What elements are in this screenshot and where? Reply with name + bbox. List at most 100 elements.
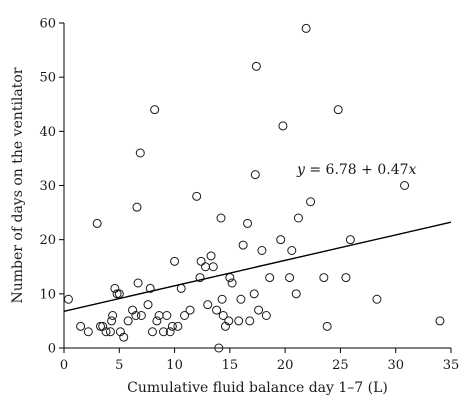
y-axis: 0 10 20 30 40 50 60	[39, 17, 65, 357]
data-point	[345, 235, 355, 245]
data-point	[143, 300, 153, 310]
y-tick-label: 10	[39, 287, 56, 302]
data-point	[293, 213, 303, 223]
x-tick-label: 30	[387, 358, 404, 373]
data-point	[333, 105, 343, 115]
data-point	[185, 305, 195, 315]
data-point	[105, 327, 115, 337]
data-point	[76, 321, 86, 331]
data-point	[208, 262, 218, 272]
data-point	[119, 332, 129, 342]
x-tick-label: 5	[115, 358, 123, 373]
data-point	[123, 316, 133, 326]
regression-line	[63, 221, 452, 312]
data-point	[203, 300, 213, 310]
data-point	[108, 311, 118, 320]
data-point	[159, 327, 169, 337]
data-point	[110, 283, 120, 293]
data-point	[63, 294, 73, 304]
data-point	[249, 289, 259, 299]
data-point	[170, 256, 180, 266]
data-point	[287, 246, 297, 255]
data-point	[341, 273, 351, 283]
data-point	[251, 61, 261, 71]
y-tick-label: 40	[39, 125, 56, 140]
x-axis: 0 5 10 15 20 25 30 35	[60, 347, 460, 373]
data-point	[250, 170, 260, 180]
data-point	[291, 289, 301, 299]
data-point	[225, 273, 235, 283]
data-point	[301, 23, 311, 33]
data-point	[201, 262, 211, 272]
data-point	[145, 283, 155, 293]
data-point	[245, 316, 255, 326]
data-point	[243, 218, 253, 228]
data-point	[167, 321, 177, 331]
data-point	[257, 246, 267, 255]
data-point	[133, 278, 143, 288]
y-tick-label: 30	[39, 179, 56, 194]
data-point	[261, 311, 271, 320]
data-points	[63, 23, 445, 353]
data-point	[276, 235, 286, 245]
data-point	[101, 327, 111, 337]
x-tick-label: 0	[60, 358, 68, 373]
data-point	[180, 311, 190, 320]
data-point	[131, 311, 141, 320]
data-point	[95, 321, 105, 331]
data-point	[173, 321, 183, 331]
data-point	[306, 197, 316, 207]
x-axis-title: Cumulative fluid balance day 1–7 (L)	[127, 380, 388, 396]
data-point	[285, 273, 295, 283]
regression-equation: y = 6.78 + 0.47x	[296, 162, 417, 178]
data-point	[214, 343, 224, 353]
data-point	[206, 251, 216, 261]
y-tick-label: 60	[39, 17, 56, 32]
data-point	[236, 294, 246, 304]
data-point	[254, 305, 264, 315]
data-point	[154, 311, 164, 320]
equation-y-label: y =	[296, 162, 326, 178]
data-point	[322, 321, 332, 331]
data-point	[112, 289, 122, 299]
x-tick-label: 10	[166, 358, 183, 373]
data-point	[150, 105, 160, 115]
y-axis-title: Number of days on the ventilator	[10, 67, 26, 303]
data-point	[234, 316, 244, 326]
data-point	[319, 273, 329, 283]
data-point	[152, 316, 162, 326]
data-point	[83, 327, 93, 337]
data-point	[135, 148, 145, 158]
data-point	[400, 181, 410, 190]
data-point	[224, 316, 234, 326]
x-tick-label: 25	[332, 358, 349, 373]
data-point	[195, 273, 205, 283]
data-point	[92, 218, 102, 228]
data-point	[435, 316, 445, 326]
data-point	[238, 240, 248, 250]
data-point	[372, 294, 382, 304]
x-tick-label: 15	[222, 358, 239, 373]
data-point	[196, 256, 206, 266]
data-point	[132, 202, 142, 212]
y-tick-label: 20	[39, 233, 56, 248]
data-point	[217, 294, 227, 304]
data-point	[165, 327, 175, 337]
data-point	[192, 191, 202, 201]
equation-coefficients: 6.78 + 0.47	[326, 162, 409, 178]
data-point	[212, 305, 222, 315]
y-tick-label: 0	[48, 342, 56, 357]
x-tick-label: 35	[443, 358, 460, 373]
data-point	[227, 278, 237, 288]
x-tick-label: 20	[277, 358, 294, 373]
equation-x-variable: x	[409, 162, 417, 178]
data-point	[147, 327, 157, 337]
data-point	[162, 311, 172, 320]
data-point	[107, 316, 117, 326]
data-point	[278, 121, 288, 131]
data-point	[265, 273, 275, 283]
data-point	[216, 213, 226, 223]
data-point	[136, 311, 146, 320]
y-tick-label: 50	[39, 71, 56, 86]
